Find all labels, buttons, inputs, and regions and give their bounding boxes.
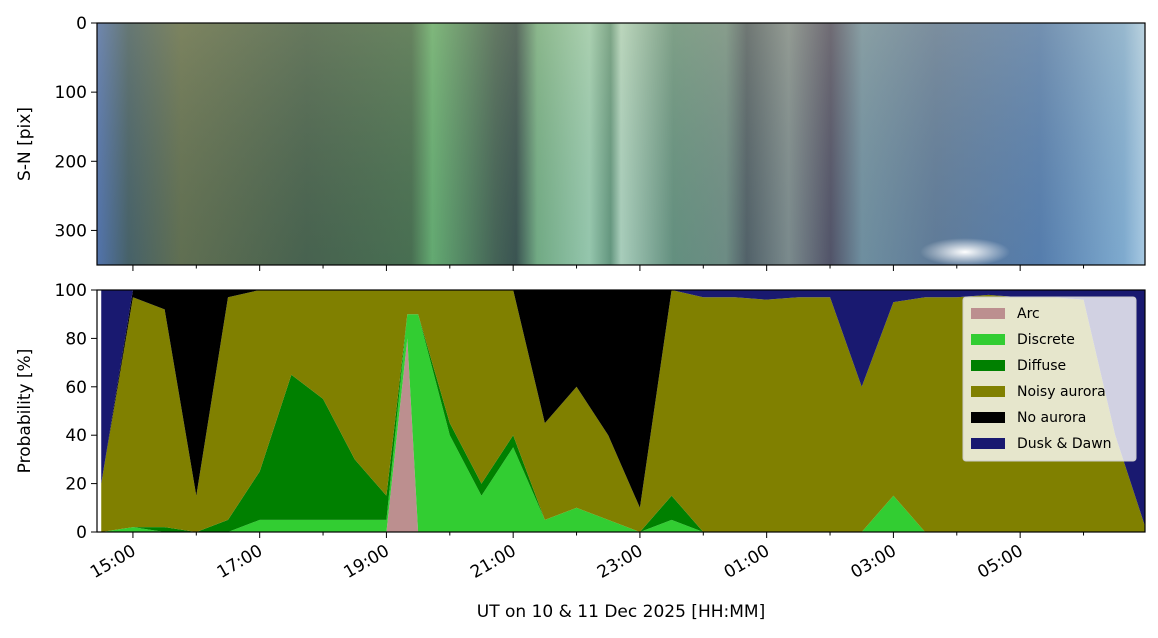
y-axis-label: Probability [%] <box>15 349 35 474</box>
x-tick-label: 19:00 <box>340 541 392 583</box>
legend-swatch <box>971 308 1005 319</box>
y-tick-label: 60 <box>65 378 87 398</box>
y-tick-label: 0 <box>76 523 87 543</box>
area-layer <box>101 290 1145 532</box>
legend-swatch <box>971 386 1005 397</box>
y-tick-label: 20 <box>65 475 87 495</box>
legend-swatch <box>971 412 1005 423</box>
axes-frame <box>96 289 1146 533</box>
x-tick-label: 21:00 <box>467 541 519 583</box>
y-tick-label: 200 <box>55 152 87 172</box>
legend-swatch <box>971 334 1005 345</box>
y-tick-label: 300 <box>55 221 87 241</box>
x-tick-label: 03:00 <box>847 541 899 583</box>
x-tick-label: 05:00 <box>974 541 1026 583</box>
legend-label: Noisy aurora <box>1017 384 1106 400</box>
legend-swatch <box>971 438 1005 449</box>
legend-label: Discrete <box>1017 332 1075 348</box>
keogram-image <box>97 23 1145 266</box>
legend-box <box>962 296 1137 462</box>
x-tick-label: 17:00 <box>214 541 266 583</box>
legend-swatch <box>971 360 1005 371</box>
x-tick-label: 15:00 <box>87 541 139 583</box>
legend-label: Dusk & Dawn <box>1017 436 1112 452</box>
area <box>101 290 1145 527</box>
x-axis-label: UT on 10 & 11 Dec 2025 [HH:MM] <box>477 602 765 622</box>
x-tick-label: 01:00 <box>721 541 773 583</box>
x-tick-label: 23:00 <box>594 541 646 583</box>
axes-frame <box>96 22 1146 266</box>
y-tick-label: 80 <box>65 329 87 349</box>
legend-label: No aurora <box>1017 410 1086 426</box>
legend-label: Diffuse <box>1017 358 1066 374</box>
legend-label: Arc <box>1017 306 1040 322</box>
y-tick-label: 0 <box>76 14 87 34</box>
area <box>101 314 1145 532</box>
area <box>101 290 1145 532</box>
y-axis-label: S-N [pix] <box>15 107 35 181</box>
y-tick-label: 100 <box>55 281 87 301</box>
y-tick-label: 100 <box>55 83 87 103</box>
y-tick-label: 40 <box>65 426 87 446</box>
